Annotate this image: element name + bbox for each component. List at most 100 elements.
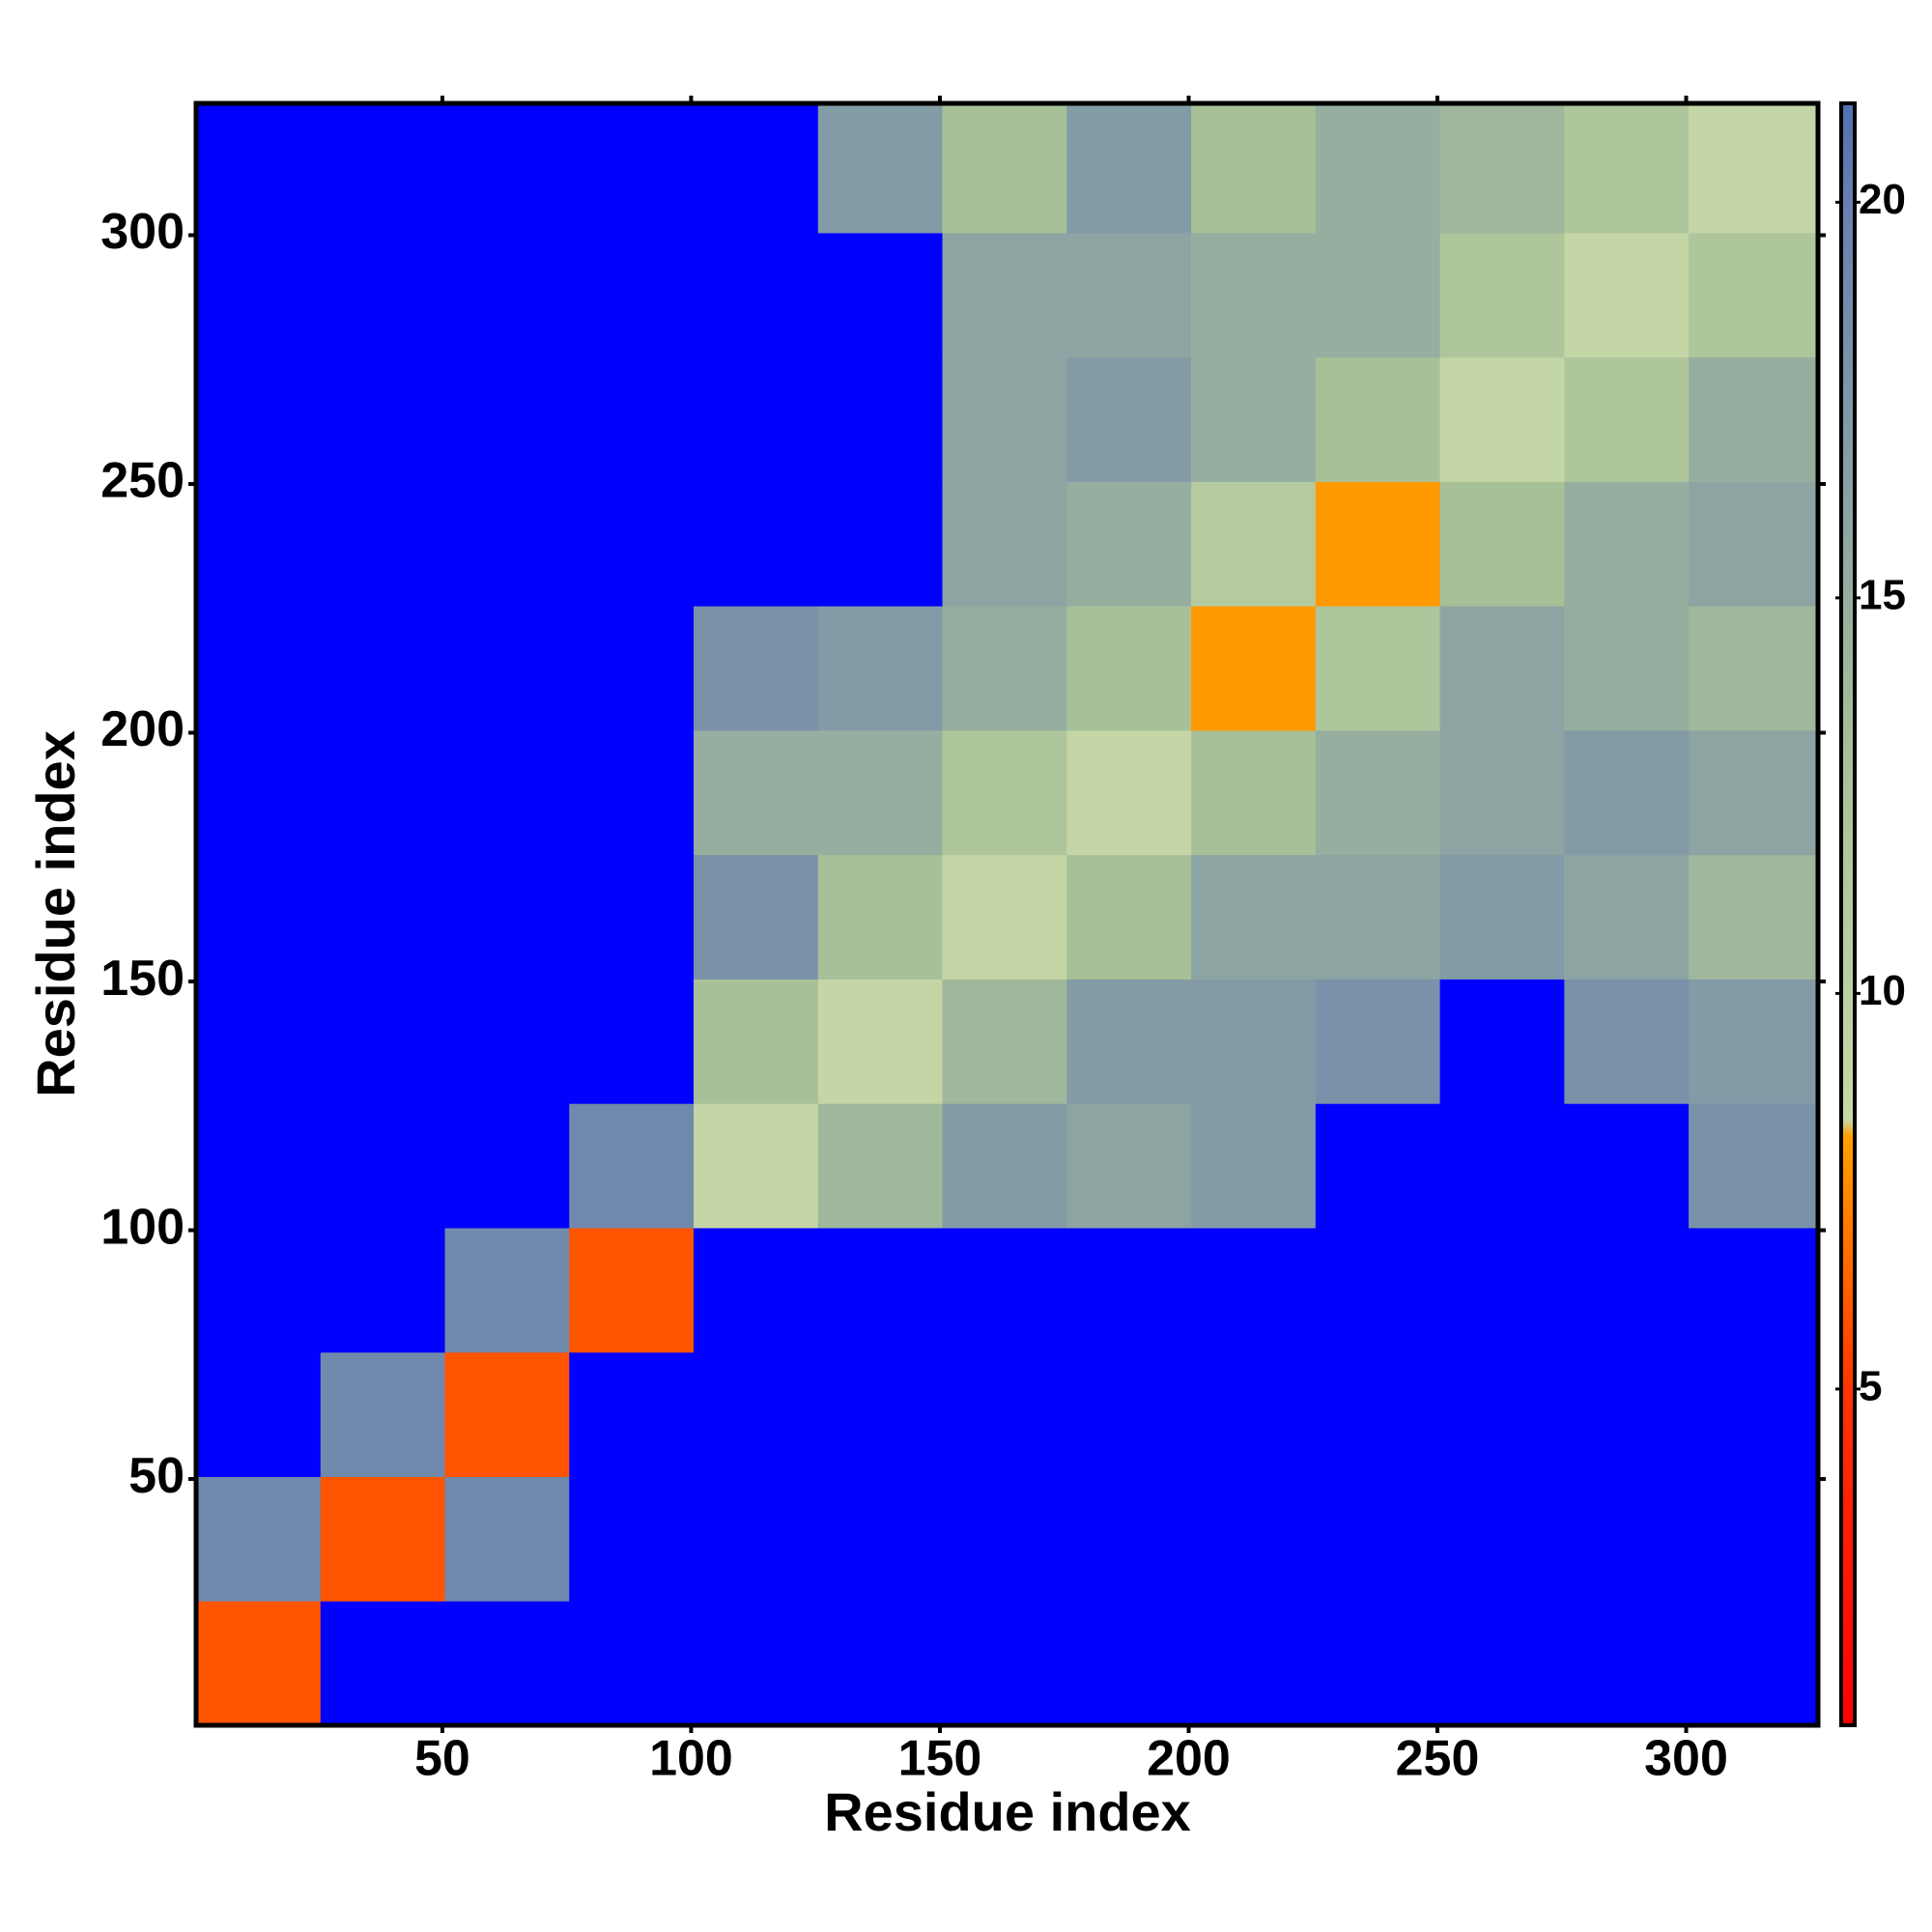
heatmap-cell [569, 854, 695, 980]
heatmap-cell [1066, 1476, 1192, 1602]
heatmap-cell [1439, 1103, 1565, 1229]
heatmap-cell [444, 232, 570, 358]
heatmap-cell [320, 1227, 446, 1353]
heatmap-cell [1439, 103, 1565, 234]
heatmap-cell [1315, 1476, 1441, 1602]
heatmap-cell [569, 1351, 695, 1477]
heatmap-cell [320, 232, 446, 358]
heatmap-cell [694, 356, 819, 482]
heatmap-cell [1439, 232, 1565, 358]
heatmap-cell [1066, 606, 1192, 731]
heatmap-cell [694, 232, 819, 358]
heatmap-cell [1191, 356, 1317, 482]
heatmap-cell [1315, 103, 1441, 234]
colorbar-tick-label: 10 [1859, 967, 1906, 1014]
x-axis-title: Residue index [824, 1781, 1191, 1842]
heatmap-cell [1689, 356, 1819, 482]
heatmap-cell [1315, 1227, 1441, 1353]
colorbar-tick-label: 15 [1859, 572, 1906, 619]
heatmap-cell [1564, 232, 1690, 358]
heatmap-cell [1564, 729, 1690, 856]
heatmap-cell [942, 854, 1067, 980]
heatmap-cell [1689, 1227, 1819, 1353]
heatmap-cell [942, 606, 1067, 731]
heatmap-cell [1191, 979, 1317, 1104]
heatmap-cell [569, 232, 695, 358]
heatmap-cell [942, 1476, 1067, 1602]
heatmap-cell [817, 979, 944, 1104]
heatmap-cell [569, 1227, 695, 1353]
heatmap-cell [444, 1476, 570, 1602]
heatmap-cell [942, 481, 1067, 607]
heatmap-cell [942, 729, 1067, 856]
heatmap-cell [817, 729, 944, 856]
heatmap-cell [817, 1476, 944, 1602]
heatmap-cell [1564, 1227, 1690, 1353]
heatmap-cell [1439, 1601, 1565, 1726]
heatmap-cell [569, 1103, 695, 1229]
y-axis-title: Residue index [25, 730, 86, 1097]
heatmap-cell [1564, 1601, 1690, 1726]
heatmap-cell [1689, 1351, 1819, 1477]
heatmap-cell [1066, 1351, 1192, 1477]
heatmap-cell [196, 854, 322, 980]
heatmap-cell [1439, 1351, 1565, 1477]
heatmap-cell [196, 979, 322, 1104]
heatmap-cell [320, 1601, 446, 1726]
heatmap-cell [444, 1351, 570, 1477]
heatmap-cell [1689, 481, 1819, 607]
heatmap-cell [320, 1476, 446, 1602]
heatmap-cell [694, 854, 819, 980]
heatmap-cell [694, 979, 819, 1104]
x-tick-label: 300 [1644, 1731, 1728, 1787]
x-tick-label: 100 [649, 1731, 733, 1787]
heatmap-cell [569, 979, 695, 1104]
heatmap-cell [196, 481, 322, 607]
heatmap-cell [694, 1476, 819, 1602]
heatmap-cell [1066, 1103, 1192, 1229]
heatmap-cell [444, 729, 570, 856]
heatmap-cell [1564, 1476, 1690, 1602]
heatmap-cell [569, 481, 695, 607]
heatmap-cell [1689, 729, 1819, 856]
heatmap-cell [1439, 606, 1565, 731]
heatmap-cell [196, 1476, 322, 1602]
heatmap-cell [1191, 103, 1317, 234]
heatmap-cell [320, 1103, 446, 1229]
heatmap-cell [1066, 1227, 1192, 1353]
heatmap-cell [1439, 481, 1565, 607]
heatmap-cell [444, 481, 570, 607]
heatmap-cell [1191, 481, 1317, 607]
colorbar-tick-label: 20 [1859, 176, 1906, 223]
heatmap-cell [942, 1227, 1067, 1353]
heatmap-cell [1191, 1103, 1317, 1229]
heatmap-cell [1564, 356, 1690, 482]
heatmap-cell [694, 1601, 819, 1726]
heatmap-cell [694, 606, 819, 731]
heatmap-cell [1689, 232, 1819, 358]
y-tick-label: 100 [100, 1199, 185, 1255]
heatmap-cell [942, 1601, 1067, 1726]
x-tick-label: 50 [414, 1731, 470, 1787]
heatmap-cell [444, 1103, 570, 1229]
heatmap-cell [1066, 729, 1192, 856]
heatmap-cell [444, 1227, 570, 1353]
heatmap-cell [196, 232, 322, 358]
heatmap-cell [694, 1351, 819, 1477]
x-tick-label: 250 [1396, 1731, 1480, 1787]
heatmap-cell [1689, 606, 1819, 731]
heatmap-cell [1689, 1476, 1819, 1602]
heatmap-cell [1066, 854, 1192, 980]
heatmap-cell [1564, 103, 1690, 234]
heatmap-cell [569, 729, 695, 856]
heatmap-cell [196, 103, 322, 234]
heatmap-cell [1315, 1601, 1441, 1726]
heatmap-cell [1689, 979, 1819, 1104]
heatmap-cell [320, 103, 446, 234]
colorbar-tick-label: 5 [1859, 1363, 1882, 1410]
heatmap-cell [1066, 103, 1192, 234]
heatmap-cell [320, 356, 446, 482]
heatmap-cell [1191, 1351, 1317, 1477]
heatmap-cell [444, 606, 570, 731]
y-tick-label: 200 [100, 701, 185, 757]
